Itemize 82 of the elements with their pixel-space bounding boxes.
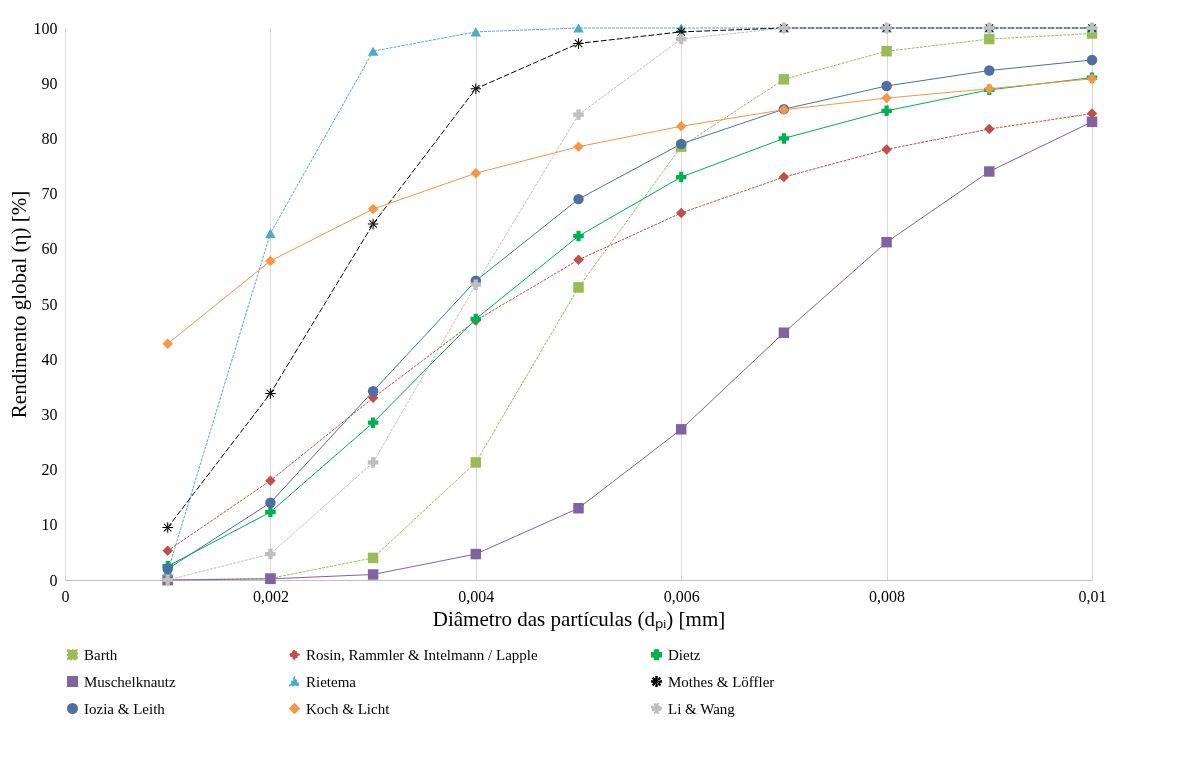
y-tick-label: 30	[41, 405, 58, 423]
point	[162, 338, 173, 349]
y-tick-label: 80	[41, 129, 58, 147]
point	[573, 38, 584, 49]
point	[367, 46, 379, 56]
x-tick-label: 0	[61, 587, 70, 605]
point	[778, 171, 790, 183]
legend-label: Li & Wang	[668, 700, 736, 717]
x-tick-label: 0,004	[458, 587, 495, 605]
point	[265, 497, 276, 508]
point	[470, 457, 482, 468]
point	[675, 33, 687, 45]
y-tick-label: 10	[41, 516, 58, 534]
point	[367, 218, 379, 230]
point	[470, 167, 482, 179]
y-tick-label: 60	[41, 240, 58, 258]
x-tick-label: 0,002	[252, 587, 289, 605]
x-tick-label: 0,006	[663, 587, 700, 605]
point	[265, 475, 276, 486]
point	[265, 255, 276, 267]
legend-label: Muschelknautz	[84, 673, 176, 690]
legend-label: Mothes & Löffler	[668, 673, 775, 690]
point	[573, 109, 584, 120]
point	[1086, 54, 1098, 66]
point	[470, 83, 482, 94]
point	[881, 92, 892, 104]
y-tick-label: 20	[41, 461, 58, 479]
point	[881, 45, 892, 57]
point	[984, 166, 995, 177]
y-tick-label: 0	[49, 571, 58, 589]
point	[778, 327, 790, 338]
y-axis-title: Rendimento global (η) [%]	[6, 190, 31, 419]
legend-label: Rietema	[306, 673, 357, 690]
point	[573, 254, 584, 266]
point	[367, 552, 379, 564]
point	[265, 548, 276, 560]
legend-label: Koch & Licht	[306, 700, 391, 717]
y-tick-label: 70	[41, 185, 58, 203]
y-tick-label: 90	[41, 74, 58, 92]
x-tick-label: 0,008	[869, 587, 906, 605]
point	[367, 417, 379, 428]
y-tick-label: 50	[41, 295, 58, 313]
point	[573, 141, 584, 152]
point	[367, 203, 379, 215]
point	[675, 424, 687, 435]
point	[778, 133, 790, 144]
point	[367, 457, 379, 468]
point	[470, 279, 482, 290]
point	[778, 74, 790, 85]
point	[984, 33, 995, 45]
point	[675, 207, 687, 219]
point	[881, 236, 892, 248]
point	[881, 80, 892, 92]
point	[675, 121, 687, 132]
point	[265, 388, 276, 399]
x-tick-label: 0,01	[1078, 587, 1107, 605]
point	[573, 230, 584, 242]
point	[881, 144, 892, 155]
point	[162, 545, 173, 556]
y-tick-label: 100	[33, 19, 58, 37]
point	[367, 385, 379, 397]
legend-label: Barth	[84, 646, 118, 663]
legend-label: Iozia & Leith	[84, 700, 166, 717]
point	[162, 522, 173, 533]
point	[573, 23, 584, 33]
x-axis-title: Diâmetro das partículas (dₚᵢ) [mm]	[432, 606, 726, 632]
point	[573, 282, 584, 293]
legend-label: Rosin, Rammler & Intelmann / Lapple	[306, 646, 538, 663]
point	[984, 65, 995, 76]
point	[573, 193, 584, 205]
y-tick-label: 40	[41, 350, 58, 368]
legend-label: Dietz	[668, 646, 701, 663]
point	[675, 171, 687, 183]
point	[367, 569, 379, 580]
point	[881, 105, 892, 117]
point	[984, 123, 995, 135]
point	[573, 503, 584, 514]
point	[265, 506, 276, 518]
point	[1086, 116, 1098, 128]
point	[470, 548, 482, 560]
point	[470, 27, 482, 37]
point	[265, 228, 276, 238]
